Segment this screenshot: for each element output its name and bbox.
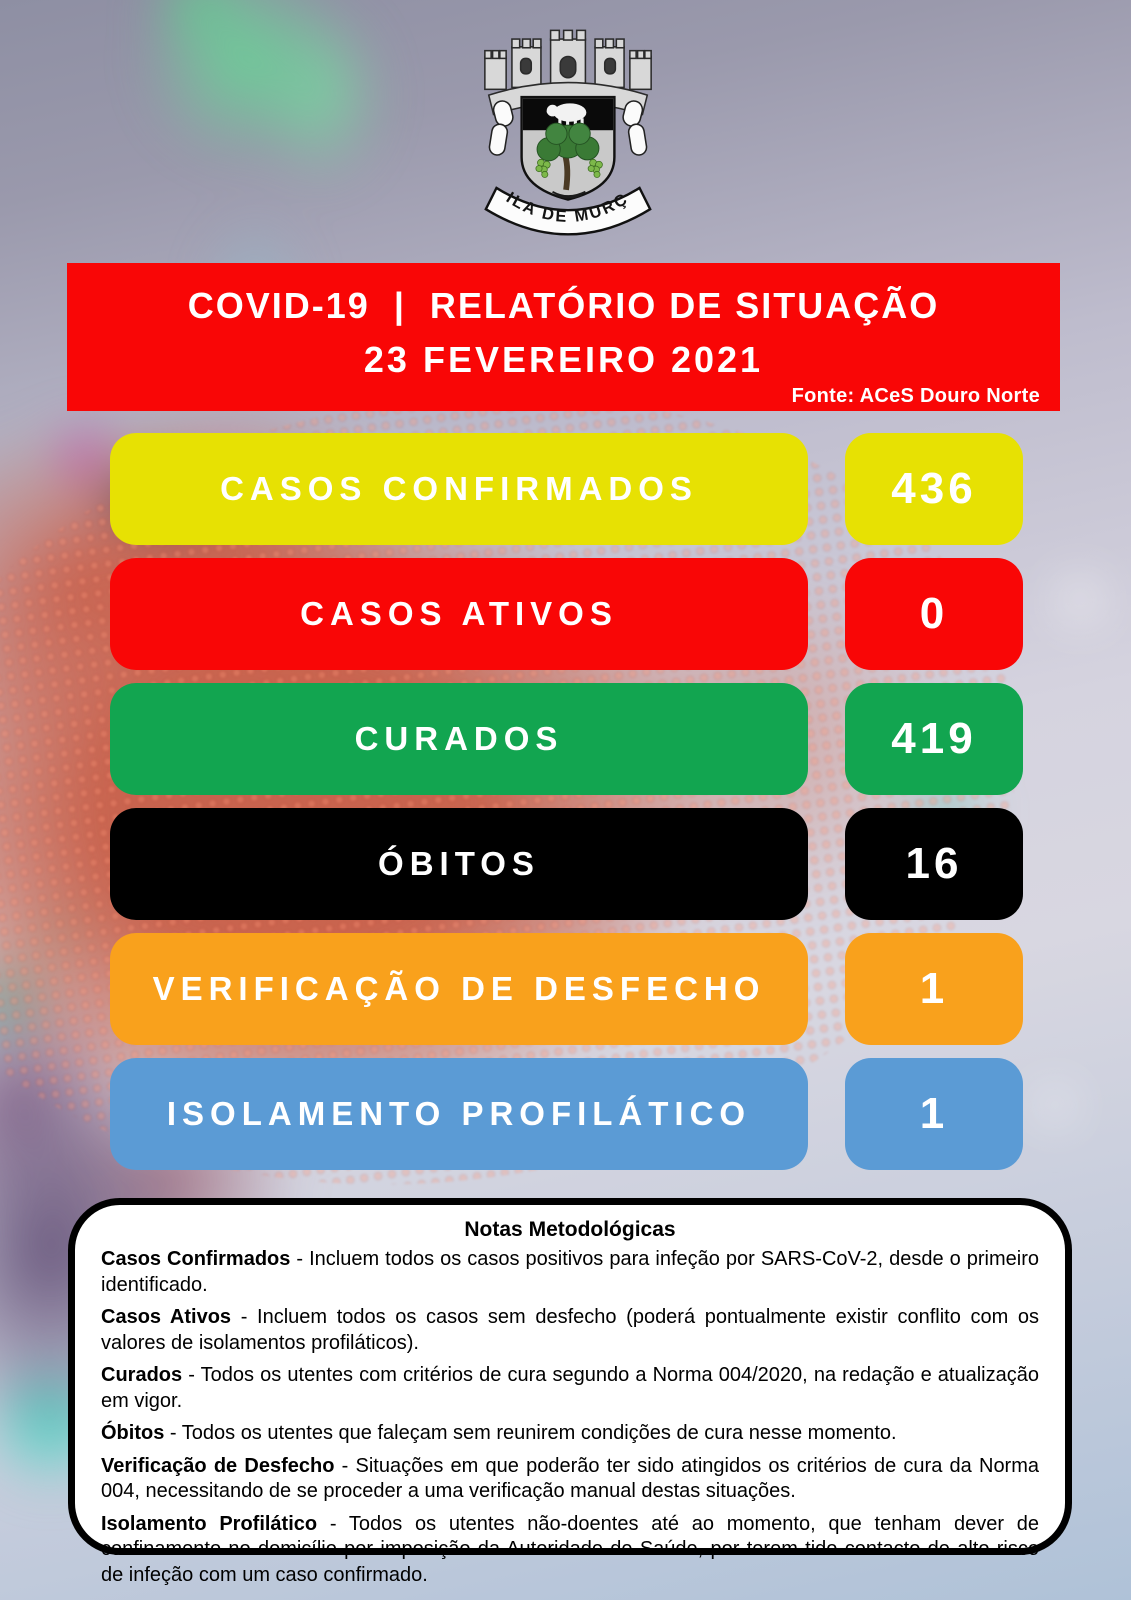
note-obitos: Óbitos - Todos os utentes que faleçam se… [101, 1421, 1039, 1447]
note-definition: - Todos os utentes com critérios de cura… [101, 1364, 1039, 1412]
note-curados: Curados - Todos os utentes com critérios… [101, 1363, 1039, 1414]
note-isolamento-profilatico: Isolamento Profilático - Todos os utente… [101, 1512, 1039, 1589]
stat-label-isolamento-profilatico: ISOLAMENTO PROFILÁTICO [110, 1058, 808, 1170]
stat-value-casos-confirmados: 436 [845, 433, 1023, 545]
stat-value-casos-ativos: 0 [845, 558, 1023, 670]
note-definition: - Situações em que poderão ter sido atin… [101, 1454, 1040, 1503]
note-term: Óbitos [101, 1422, 165, 1444]
stat-label-casos-ativos: CASOS ATIVOS [110, 558, 808, 670]
note-definition: - Todos os utentes não-doentes até ao mo… [101, 1512, 1039, 1586]
stat-row-curados: CURADOS 419 [0, 683, 1131, 795]
note-definition: - Todos os utentes que faleçam sem reuni… [169, 1422, 897, 1444]
ribbon-scrolls [488, 100, 648, 156]
stat-value-obitos: 16 [845, 808, 1023, 920]
title-banner: COVID-19 | RELATÓRIO DE SITUAÇÃO 23 FEVE… [67, 263, 1060, 411]
note-term: Casos Confirmados [101, 1248, 291, 1270]
note-definition: - Incluem todos os casos positivos para … [101, 1248, 1039, 1296]
stat-label-curados: CURADOS [110, 683, 808, 795]
stat-label-obitos: ÓBITOS [110, 808, 808, 920]
source-note: Fonte: ACeS Douro Norte [791, 385, 1040, 407]
note-term: Verificação de Desfecho [101, 1454, 335, 1477]
report-title: COVID-19 | RELATÓRIO DE SITUAÇÃO [187, 285, 940, 326]
stat-row-casos-confirmados: CASOS CONFIRMADOS 436 [0, 433, 1131, 545]
tree-icon [535, 122, 603, 199]
notes-heading: Notas Metodológicas [464, 1218, 676, 1241]
note-casos-ativos: Casos Ativos - Incluem todos os casos se… [101, 1305, 1039, 1356]
note-casos-confirmados: Casos Confirmados - Incluem todos os cas… [101, 1247, 1039, 1298]
note-term: Casos Ativos [101, 1306, 232, 1328]
shield [520, 95, 616, 201]
note-definition: - Incluem todos os casos sem desfecho (p… [101, 1306, 1040, 1354]
stat-row-verificacao-desfecho: VERIFICAÇÃO DE DESFECHO 1 [0, 933, 1131, 1045]
note-verificacao-desfecho: Verificação de Desfecho - Situações em q… [101, 1454, 1039, 1505]
grapes-left [535, 158, 551, 178]
report-date: 23 FEVEREIRO 2021 [363, 339, 764, 380]
stat-row-obitos: ÓBITOS 16 [0, 808, 1131, 920]
stat-value-isolamento-profilatico: 1 [845, 1058, 1023, 1170]
stat-label-casos-confirmados: CASOS CONFIRMADOS [110, 433, 808, 545]
grapes-right [587, 158, 603, 178]
stat-row-casos-ativos: CASOS ATIVOS 0 [0, 558, 1131, 670]
stat-row-isolamento-profilatico: ISOLAMENTO PROFILÁTICO 1 [0, 1058, 1131, 1170]
stat-value-curados: 419 [845, 683, 1023, 795]
municipal-crest: VILA DE MURÇA [452, 12, 652, 236]
crown-icon [484, 29, 652, 116]
note-term: Curados [101, 1364, 183, 1386]
notes-panel: Notas Metodológicas Casos Confirmados - … [68, 1198, 1072, 1586]
sow-icon [546, 103, 587, 127]
stat-label-verificacao-desfecho: VERIFICAÇÃO DE DESFECHO [110, 933, 808, 1045]
note-term: Isolamento Profilático [101, 1512, 318, 1535]
stat-value-verificacao-desfecho: 1 [845, 933, 1023, 1045]
